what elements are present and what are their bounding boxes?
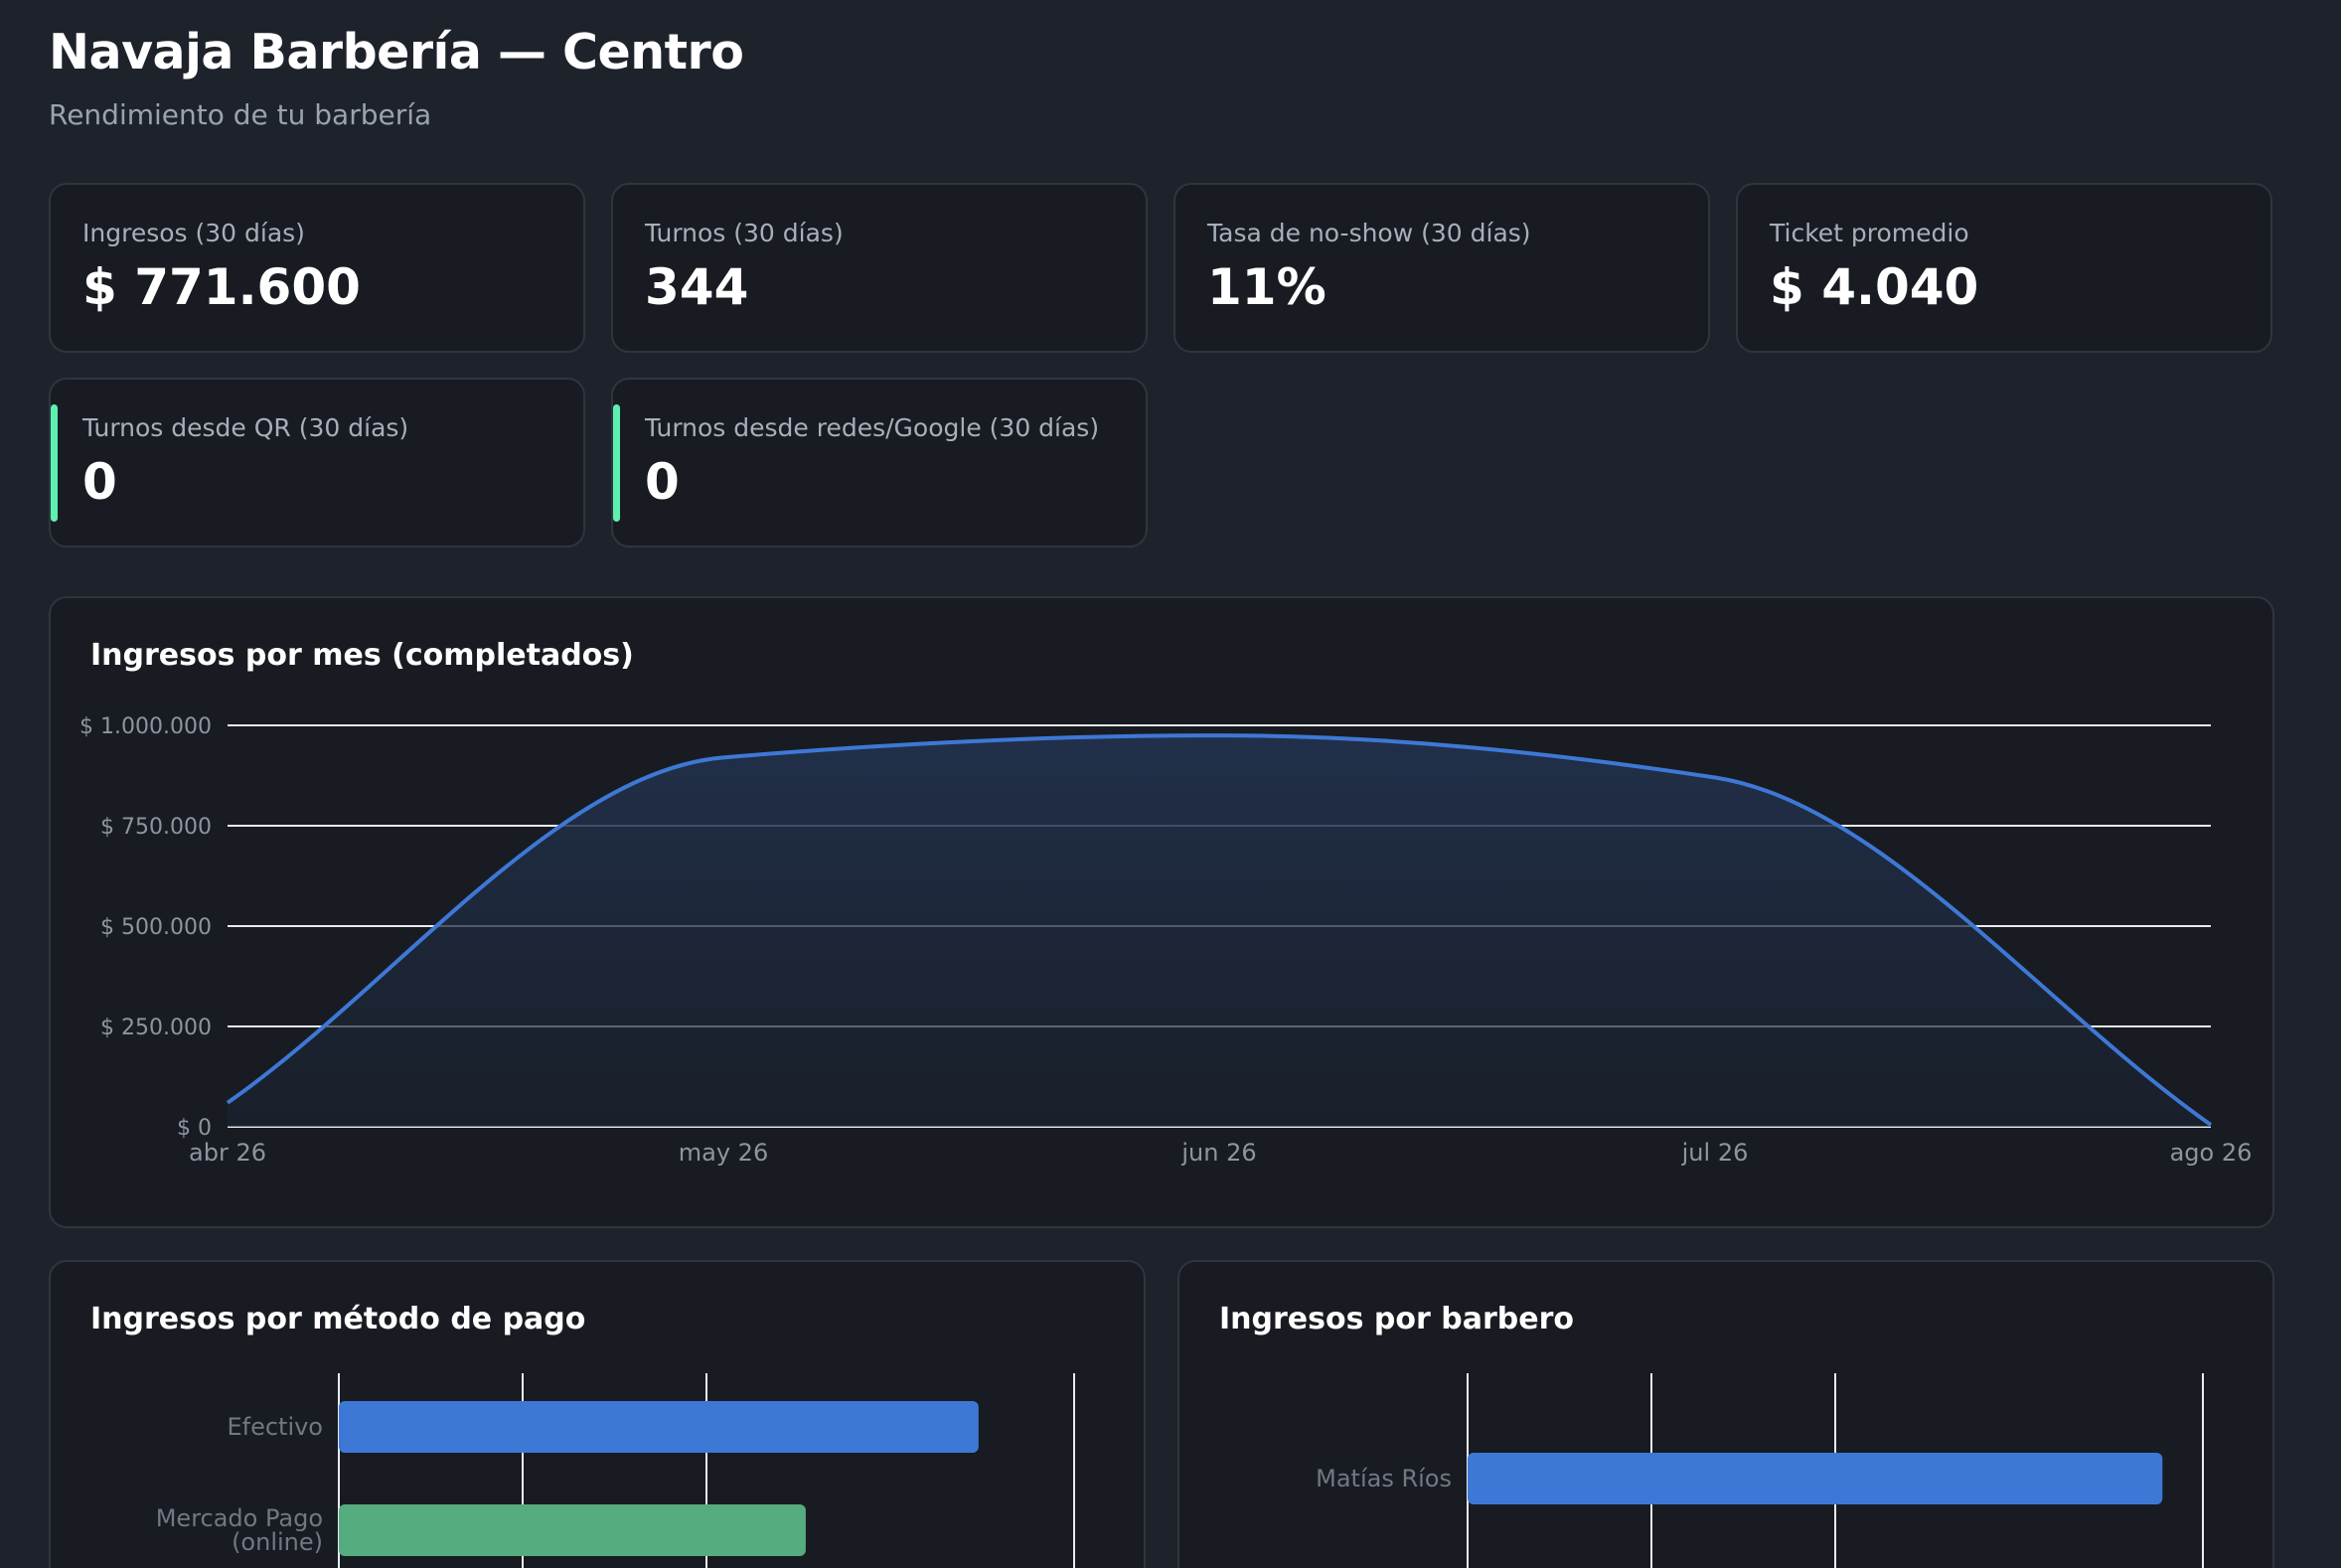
page-title: Navaja Barbería — Centro [49,24,744,80]
accent-bar [613,404,620,522]
stat-label: Ingresos (30 días) [82,219,305,247]
x-tick-label: ago 26 [2170,1139,2253,1167]
stat-card-revenue: Ingresos (30 días) $ 771.600 [49,183,585,353]
barber-panel: Ingresos por barbero Matías Ríos [1177,1260,2274,1568]
x-tick-label: abr 26 [189,1139,266,1167]
stat-label: Turnos (30 días) [645,219,844,247]
barber-chart: Matías Ríos [1316,1373,2204,1568]
y-tick-label: $ 0 [177,1116,212,1141]
stat-card-qr-appointments: Turnos desde QR (30 días) 0 [49,378,585,548]
stat-label: Turnos desde QR (30 días) [82,413,409,442]
revenue-chart: $ 0 $ 250.000 $ 500.000 $ 750.000 $ 1.000.00… [79,714,2253,1167]
payment-method-panel: Ingresos por método de pago Efectivo Merc… [49,1260,1146,1568]
category-label: Matías Ríos [1316,1465,1452,1492]
y-tick-label: $ 250.000 [100,1016,212,1040]
stat-card-no-show-rate: Tasa de no-show (30 días) 11% [1173,183,1710,353]
revenue-area [228,735,2211,1127]
stat-card-appointments: Turnos (30 días) 344 [611,183,1148,353]
y-tick-label: $ 750.000 [100,815,212,840]
stat-value: $ 771.600 [82,258,361,316]
bar[interactable] [339,1401,979,1453]
accent-bar [51,404,58,522]
payment-chart-title: Ingresos por método de pago [90,1302,586,1336]
stat-card-social-appointments: Turnos desde redes/Google (30 días) 0 [611,378,1148,548]
bar[interactable] [1468,1453,2163,1504]
stat-value: 344 [645,258,749,316]
stat-value: 0 [645,453,680,511]
x-tick-label: jul 26 [1681,1139,1749,1167]
bar[interactable] [339,1504,806,1556]
x-tick-label: jun 26 [1180,1139,1256,1167]
x-tick-label: may 26 [679,1139,768,1167]
category-label: Mercado Pago (online) [156,1504,323,1556]
barber-chart-title: Ingresos por barbero [1219,1302,1574,1336]
y-tick-label: $ 1.000.000 [79,714,212,739]
stat-value: 0 [82,453,117,511]
stat-card-average-ticket: Ticket promedio $ 4.040 [1736,183,2272,353]
page-subtitle: Rendimiento de tu barbería [49,98,432,131]
payment-method-chart: Efectivo Mercado Pago (online) [156,1373,1075,1568]
stat-value: 11% [1207,258,1327,316]
category-label: Efectivo [227,1413,323,1441]
stat-label: Tasa de no-show (30 días) [1207,219,1531,247]
stat-label: Turnos desde redes/Google (30 días) [645,413,1100,442]
y-tick-label: $ 500.000 [100,915,212,940]
stat-value: $ 4.040 [1770,258,1979,316]
revenue-chart-title: Ingresos por mes (completados) [90,638,634,673]
stat-label: Ticket promedio [1770,219,1969,247]
revenue-chart-panel: Ingresos por mes (completados) $ 0 $ 250.… [49,596,2274,1228]
